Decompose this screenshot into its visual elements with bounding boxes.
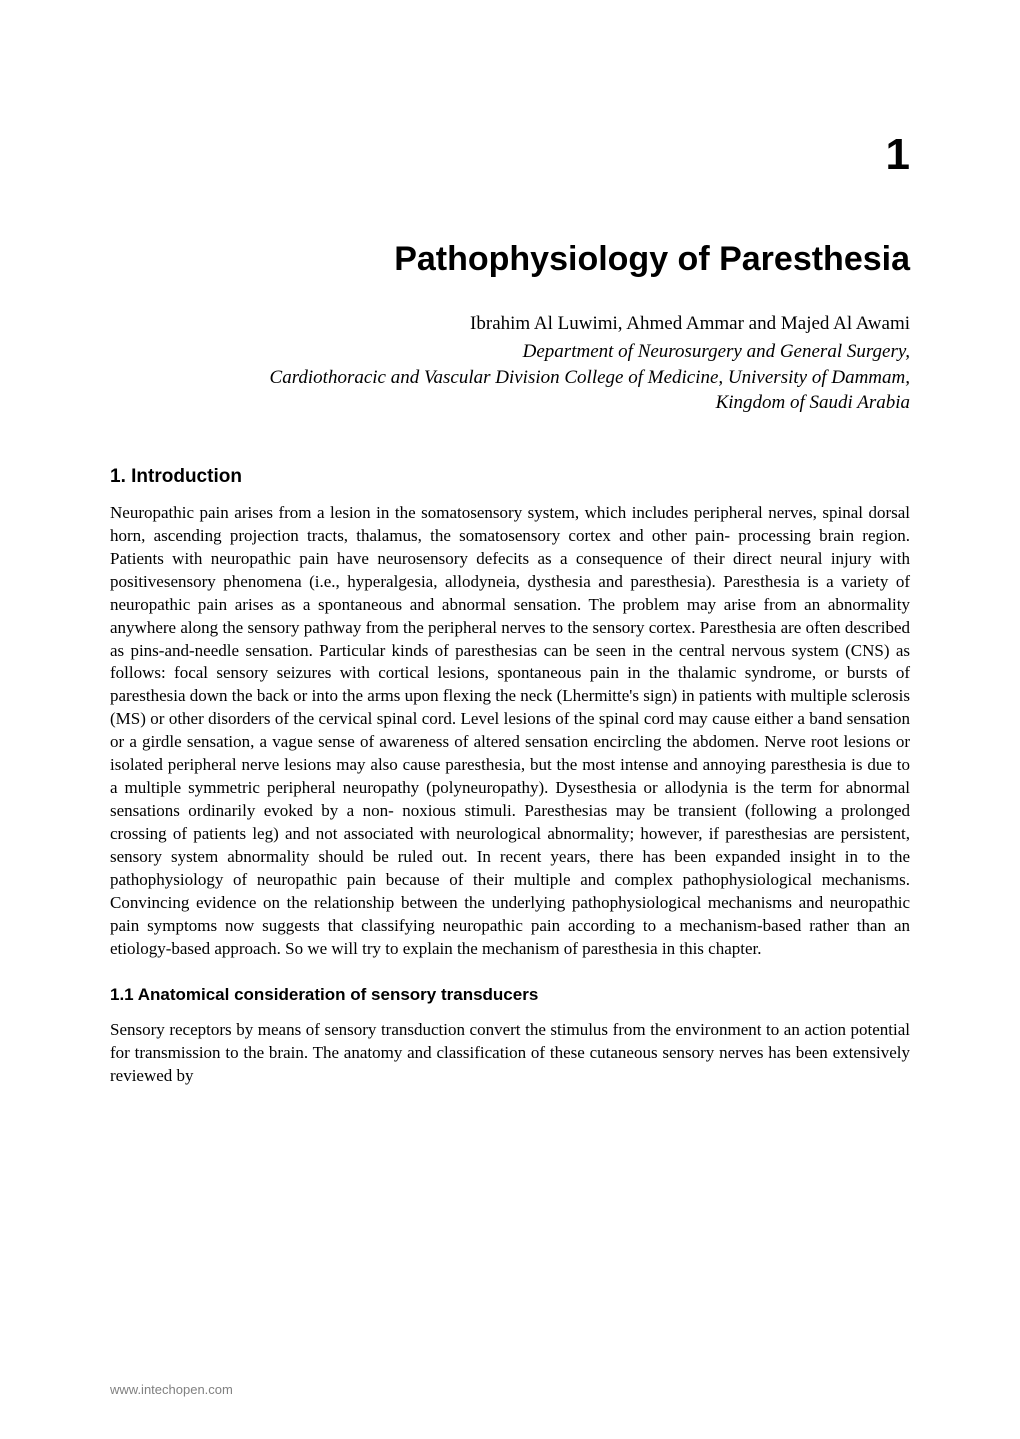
chapter-number: 1 [110, 130, 910, 180]
subsection-heading-anatomical: 1.1 Anatomical consideration of sensory … [110, 985, 910, 1005]
section-heading-introduction: 1. Introduction [110, 466, 910, 488]
footer-url: www.intechopen.com [110, 1382, 233, 1397]
chapter-title: Pathophysiology of Paresthesia [110, 240, 910, 279]
authors-line: Ibrahim Al Luwimi, Ahmed Ammar and Majed… [110, 313, 910, 335]
body-paragraph: Neuropathic pain arises from a lesion in… [110, 502, 910, 961]
body-paragraph: Sensory receptors by means of sensory tr… [110, 1019, 910, 1088]
affiliation: Department of Neurosurgery and General S… [110, 339, 910, 416]
page: 1 Pathophysiology of Paresthesia Ibrahim… [0, 0, 1020, 1439]
